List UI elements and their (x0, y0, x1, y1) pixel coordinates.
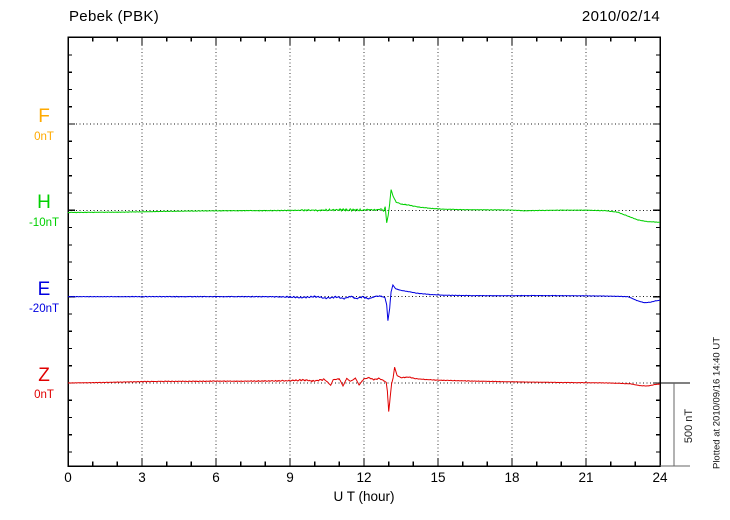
plotted-timestamp-note: Plotted at 2010/09/16 14:40 UT (711, 336, 723, 470)
channel-letter-E: E (37, 278, 51, 300)
x-tick-label-9: 9 (286, 470, 294, 485)
channel-letter-H: H (37, 192, 51, 214)
x-tick-label-15: 15 (430, 470, 446, 485)
station-title: Pebek (PBK) (69, 8, 160, 25)
channel-offset-label-F: 0nT (34, 130, 54, 143)
x-tick-label-18: 18 (504, 470, 520, 485)
x-tick-label-24: 24 (652, 470, 668, 485)
scale-bar-label: 500 nT (683, 408, 695, 444)
trace-Z (68, 367, 661, 412)
x-tick-label-12: 12 (356, 470, 372, 485)
channel-offset-label-E: -20nT (28, 303, 60, 316)
channel-offset-label-Z: 0nT (34, 389, 54, 402)
date-label: 2010/02/14 (581, 8, 660, 25)
x-tick-label-21: 21 (578, 470, 594, 485)
trace-H (67, 189, 660, 223)
x-tick-label-0: 0 (64, 470, 72, 485)
x-tick-label-3: 3 (138, 470, 146, 485)
channel-letter-Z: Z (38, 364, 50, 386)
trace-E (67, 283, 661, 321)
x-axis-title: U T (hour) (333, 489, 395, 504)
channel-letter-F: F (38, 106, 50, 127)
x-tick-label-6: 6 (212, 470, 220, 485)
channel-offset-label-H: -10nT (28, 216, 60, 229)
